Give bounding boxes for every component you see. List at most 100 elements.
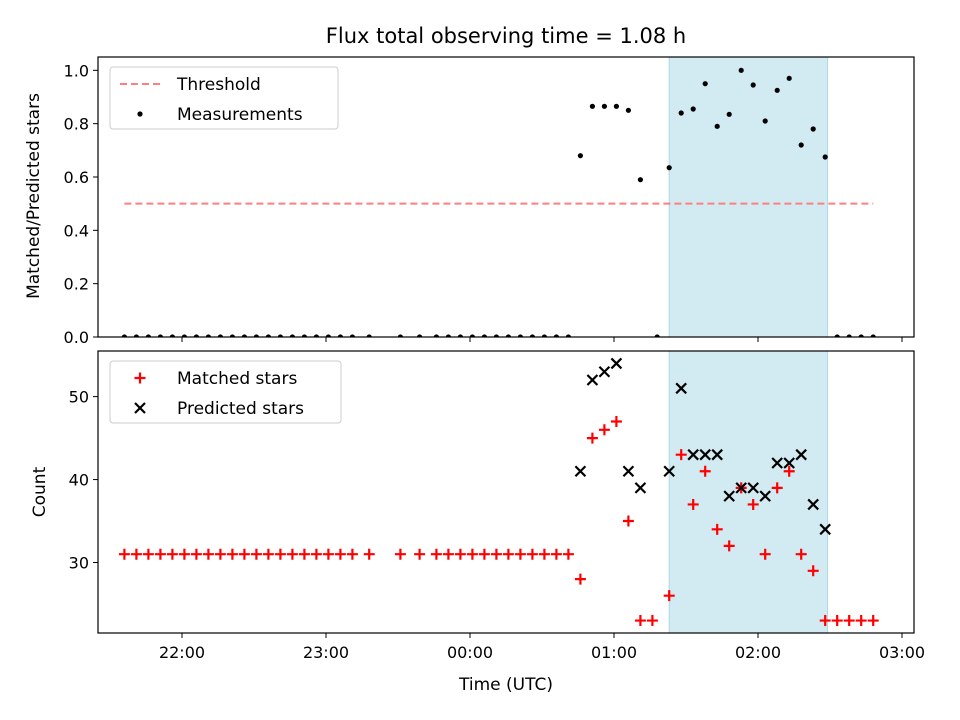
matched-star-point bbox=[274, 548, 286, 560]
matched-star-point bbox=[634, 615, 646, 627]
matched-star-point bbox=[831, 615, 843, 627]
measurement-point bbox=[301, 334, 307, 337]
measurement-point bbox=[325, 334, 331, 337]
matched-star-point bbox=[562, 548, 574, 560]
measurement-point bbox=[265, 334, 271, 337]
lower-panel: 22:00 23:00 00:00 01:00 02:00 03:00 30 40 50 Cou… bbox=[30, 350, 925, 695]
measurement-point bbox=[181, 334, 187, 337]
matched-star-point bbox=[394, 548, 406, 560]
measurement-point bbox=[241, 334, 247, 337]
predicted-star-point bbox=[598, 365, 611, 378]
matched-star-point bbox=[663, 590, 675, 602]
lower-panel-ylabel: Count bbox=[30, 466, 50, 517]
matched-star-point bbox=[514, 548, 526, 560]
matched-star-point bbox=[118, 548, 130, 560]
measurement-point bbox=[589, 103, 596, 109]
matched-star-point bbox=[610, 416, 622, 427]
matched-star-point bbox=[262, 548, 274, 560]
matched-star-point bbox=[442, 548, 454, 560]
measurement-point bbox=[193, 334, 199, 337]
measurement-point bbox=[762, 118, 768, 124]
matched-star-point bbox=[466, 548, 478, 560]
matched-star-point bbox=[747, 498, 759, 510]
measurement-point bbox=[577, 153, 584, 159]
matched-star-point bbox=[783, 465, 795, 477]
measurement-point bbox=[654, 334, 660, 337]
x-tick-label: 00:00 bbox=[447, 643, 493, 662]
measurement-point bbox=[205, 334, 211, 337]
predicted-star-point bbox=[807, 498, 819, 511]
y-tick-label: 0.4 bbox=[64, 221, 89, 240]
matched-star-point bbox=[142, 548, 154, 560]
x-tick-label: 02:00 bbox=[735, 643, 781, 662]
measurement-point bbox=[726, 111, 732, 117]
matched-star-point bbox=[322, 548, 334, 560]
measurement-point bbox=[678, 110, 684, 116]
measurement-point bbox=[774, 87, 780, 93]
matched-star-point bbox=[795, 548, 807, 560]
legend-matched-swatch bbox=[134, 372, 146, 384]
matched-star-point bbox=[771, 482, 783, 494]
measurement-point bbox=[469, 334, 475, 337]
predicted-star-point bbox=[663, 465, 675, 478]
measurement-point bbox=[445, 334, 451, 337]
legend-entry-label: Threshold bbox=[176, 75, 261, 95]
predicted-star-point bbox=[819, 523, 831, 536]
legend-entry-label: Measurements bbox=[177, 105, 303, 125]
measurement-point bbox=[349, 334, 355, 337]
measurement-point bbox=[457, 334, 463, 337]
measurement-point bbox=[738, 67, 744, 73]
predicted-star-point bbox=[634, 482, 647, 494]
measurement-point bbox=[157, 334, 163, 337]
predicted-star-point bbox=[687, 448, 699, 461]
predicted-star-point bbox=[783, 457, 795, 469]
predicted-star-point bbox=[723, 490, 735, 502]
measurement-point bbox=[810, 126, 816, 132]
measurement-point bbox=[289, 334, 295, 337]
matched-star-point bbox=[214, 548, 226, 560]
legend-box bbox=[109, 66, 339, 130]
y-tick-label: 50 bbox=[69, 388, 89, 407]
measurement-point bbox=[541, 334, 547, 337]
measurement-point bbox=[666, 165, 672, 171]
matched-star-point bbox=[538, 548, 550, 560]
measurement-point bbox=[517, 334, 523, 337]
measurement-point bbox=[714, 123, 720, 129]
x-tick-label: 01:00 bbox=[591, 643, 637, 662]
matched-star-point bbox=[807, 565, 819, 577]
matched-star-point bbox=[190, 548, 202, 560]
matched-star-point bbox=[238, 548, 250, 560]
predicted-star-point bbox=[747, 482, 759, 494]
predicted-star-point bbox=[771, 457, 783, 469]
upper-legend: Threshold Measurements bbox=[109, 66, 339, 130]
measurement-point bbox=[121, 334, 127, 337]
y-tick-label: 0.8 bbox=[64, 115, 89, 134]
legend-box bbox=[109, 360, 342, 424]
matched-star-point bbox=[699, 465, 711, 477]
matched-star-point bbox=[346, 548, 358, 560]
measurement-point bbox=[858, 334, 864, 337]
measurement-point bbox=[253, 334, 259, 337]
measurement-point bbox=[366, 334, 372, 337]
measurement-point bbox=[601, 103, 608, 109]
matched-star-point bbox=[310, 548, 322, 560]
measurement-point bbox=[417, 334, 423, 337]
measurement-point bbox=[133, 334, 139, 337]
predicted-star-point bbox=[574, 465, 587, 478]
measurement-point bbox=[481, 334, 487, 337]
measurement-point bbox=[870, 334, 876, 337]
matched-star-point bbox=[622, 515, 634, 527]
matched-star-point bbox=[130, 548, 142, 560]
matched-star-point bbox=[226, 548, 238, 560]
matched-star-point bbox=[298, 548, 310, 560]
measurement-point bbox=[229, 334, 235, 337]
predicted-star-point bbox=[795, 448, 807, 461]
measurement-point bbox=[702, 81, 708, 87]
matched-star-point bbox=[414, 548, 426, 560]
matched-star-point bbox=[250, 548, 262, 560]
measurement-point bbox=[613, 103, 620, 109]
measurement-point bbox=[565, 334, 571, 337]
measurement-point bbox=[337, 334, 343, 337]
measurement-point bbox=[822, 154, 828, 160]
